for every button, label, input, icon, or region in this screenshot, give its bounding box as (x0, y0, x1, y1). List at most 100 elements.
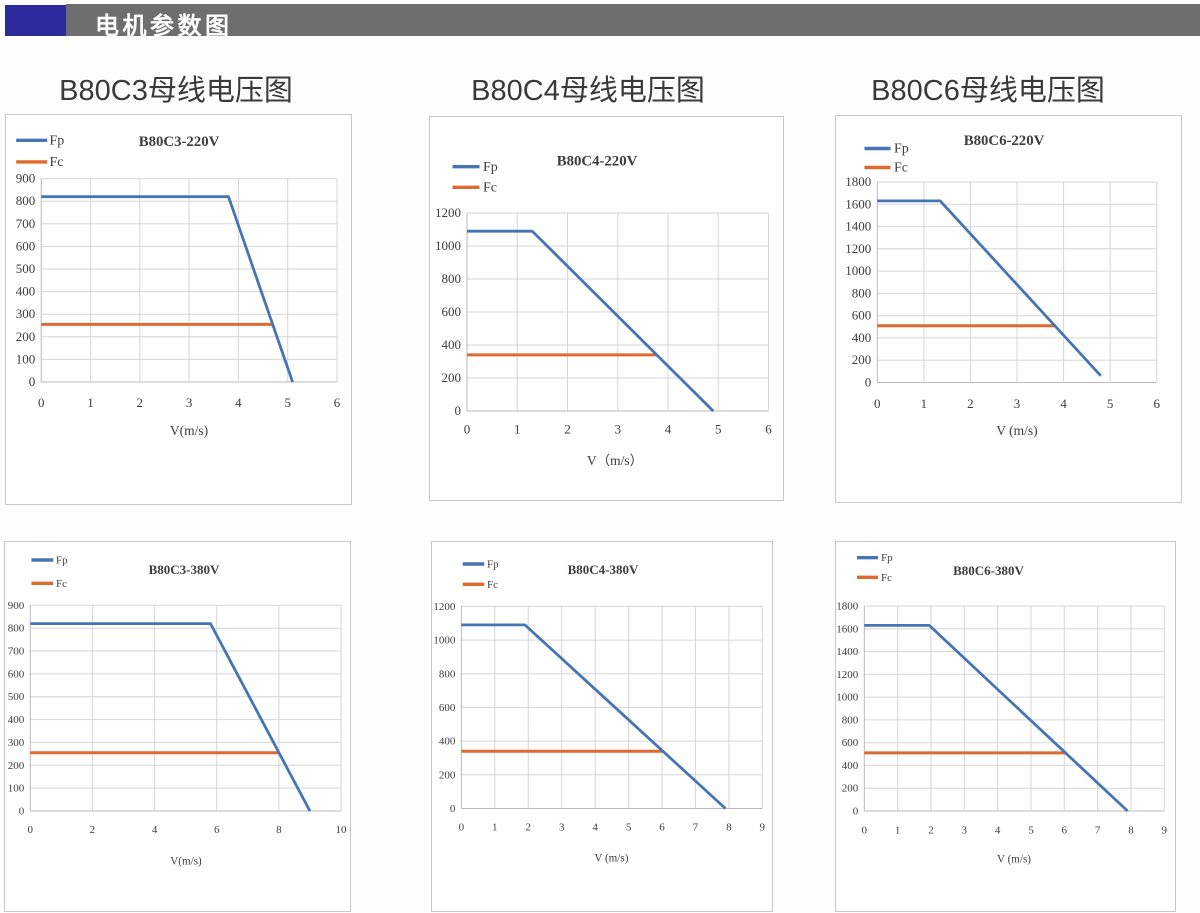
svg-text:6: 6 (334, 395, 341, 410)
svg-text:6: 6 (1153, 396, 1160, 411)
svg-text:100: 100 (8, 783, 25, 795)
svg-text:1: 1 (895, 824, 901, 836)
svg-text:Fp: Fp (56, 555, 68, 567)
svg-text:1600: 1600 (845, 196, 871, 211)
svg-text:7: 7 (1095, 824, 1101, 836)
svg-text:200: 200 (439, 769, 456, 781)
svg-text:300: 300 (16, 306, 36, 321)
svg-text:2: 2 (90, 824, 96, 836)
svg-text:400: 400 (442, 337, 462, 352)
svg-text:700: 700 (16, 216, 36, 231)
svg-text:4: 4 (235, 395, 242, 410)
svg-text:800: 800 (16, 193, 36, 208)
svg-text:0: 0 (464, 422, 471, 437)
svg-text:5: 5 (715, 422, 722, 437)
svg-text:800: 800 (442, 271, 462, 286)
svg-text:3: 3 (1014, 396, 1021, 411)
svg-text:B80C4-220V: B80C4-220V (557, 154, 638, 170)
svg-text:4: 4 (592, 821, 598, 833)
svg-text:1000: 1000 (845, 263, 871, 278)
svg-text:2: 2 (967, 396, 974, 411)
svg-text:1400: 1400 (845, 219, 871, 234)
svg-text:Fp: Fp (50, 134, 65, 149)
svg-text:5: 5 (626, 821, 632, 833)
svg-text:200: 200 (852, 352, 872, 367)
svg-text:B80C3-220V: B80C3-220V (139, 134, 220, 150)
svg-text:4: 4 (665, 422, 672, 437)
svg-text:3: 3 (962, 824, 968, 836)
svg-text:0: 0 (19, 806, 25, 818)
svg-text:7: 7 (693, 821, 699, 833)
svg-text:5: 5 (284, 395, 291, 410)
svg-text:400: 400 (852, 330, 872, 345)
svg-text:100: 100 (16, 351, 36, 366)
svg-text:1200: 1200 (836, 669, 859, 681)
svg-text:1: 1 (514, 422, 521, 437)
svg-text:2: 2 (928, 824, 934, 836)
svg-text:1: 1 (492, 821, 498, 833)
svg-text:200: 200 (842, 783, 859, 795)
svg-text:400: 400 (16, 284, 36, 299)
svg-text:B80C6-380V: B80C6-380V (953, 563, 1024, 578)
svg-text:Fp: Fp (487, 559, 499, 571)
svg-text:4: 4 (995, 824, 1001, 836)
svg-text:0: 0 (29, 374, 36, 389)
svg-text:Fc: Fc (50, 155, 64, 170)
svg-text:0: 0 (455, 403, 462, 418)
svg-text:V(m/s): V(m/s) (170, 856, 202, 868)
svg-text:1200: 1200 (433, 601, 456, 613)
svg-text:200: 200 (442, 370, 462, 385)
svg-text:0: 0 (38, 395, 45, 410)
svg-text:1: 1 (921, 396, 928, 411)
svg-text:Fp: Fp (894, 142, 909, 157)
svg-text:Fc: Fc (487, 579, 498, 591)
svg-text:500: 500 (16, 261, 36, 276)
svg-text:400: 400 (8, 714, 25, 726)
svg-text:6: 6 (659, 821, 665, 833)
svg-text:1: 1 (87, 395, 94, 410)
svg-text:Fc: Fc (894, 161, 908, 176)
svg-text:600: 600 (842, 737, 859, 749)
svg-text:600: 600 (16, 238, 36, 253)
svg-text:B80C4-380V: B80C4-380V (568, 562, 639, 577)
svg-text:1200: 1200 (435, 205, 461, 220)
svg-text:6: 6 (765, 422, 772, 437)
svg-text:6: 6 (1062, 824, 1068, 836)
svg-text:0: 0 (865, 374, 872, 389)
svg-text:1200: 1200 (845, 241, 871, 256)
svg-text:Fc: Fc (881, 572, 892, 584)
svg-text:8: 8 (726, 821, 732, 833)
svg-text:1000: 1000 (836, 692, 859, 704)
svg-text:800: 800 (8, 623, 25, 635)
svg-text:200: 200 (8, 760, 25, 772)
svg-text:0: 0 (450, 803, 456, 815)
svg-text:4: 4 (152, 824, 158, 836)
svg-text:8: 8 (1128, 824, 1134, 836)
svg-text:9: 9 (1162, 824, 1168, 836)
svg-text:900: 900 (16, 171, 36, 186)
svg-text:V (m/s): V (m/s) (996, 423, 1037, 438)
svg-text:5: 5 (1028, 824, 1034, 836)
svg-text:600: 600 (8, 668, 25, 680)
svg-text:1800: 1800 (836, 601, 859, 613)
svg-text:900: 900 (8, 600, 25, 612)
svg-text:200: 200 (16, 329, 36, 344)
svg-text:5: 5 (1107, 396, 1114, 411)
svg-text:1600: 1600 (836, 623, 859, 635)
svg-text:500: 500 (8, 691, 25, 703)
svg-text:1800: 1800 (845, 174, 871, 189)
svg-text:4: 4 (1060, 396, 1067, 411)
svg-text:3: 3 (615, 422, 622, 437)
svg-text:3: 3 (186, 395, 193, 410)
svg-text:600: 600 (439, 702, 456, 714)
svg-text:600: 600 (852, 308, 872, 323)
svg-text:2: 2 (526, 821, 532, 833)
svg-text:700: 700 (8, 646, 25, 658)
svg-text:800: 800 (852, 285, 872, 300)
svg-text:6: 6 (214, 824, 220, 836)
svg-text:Fp: Fp (881, 552, 893, 564)
svg-text:0: 0 (28, 824, 34, 836)
svg-text:0: 0 (874, 396, 881, 411)
svg-text:300: 300 (8, 737, 25, 749)
svg-text:V（m/s）: V（m/s） (587, 453, 643, 468)
